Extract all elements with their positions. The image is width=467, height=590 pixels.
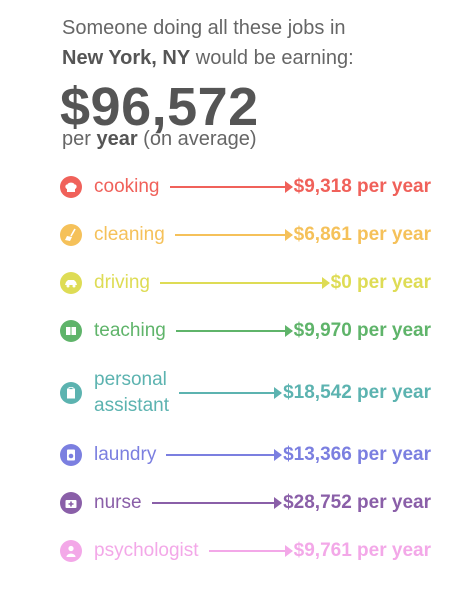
arrow (166, 449, 282, 461)
broom-icon (60, 224, 82, 246)
washing-machine-icon (60, 444, 82, 466)
job-label: cleaning (94, 224, 165, 245)
arrow (175, 325, 293, 337)
per-year-caption: per year (on average) (62, 128, 257, 151)
per-suffix: (on average) (137, 128, 257, 150)
job-value: $0 per year (330, 272, 431, 293)
job-row-driving: driving $0 per year (60, 270, 431, 296)
job-label-line-1: personal (94, 369, 167, 390)
job-row-laundry: laundry $13,366 per year (60, 442, 431, 468)
medical-kit-icon (60, 492, 82, 514)
per-prefix: per (62, 128, 97, 150)
arrow (174, 229, 293, 241)
job-label-line-2: assistant (94, 395, 169, 416)
job-value: $6,861 per year (293, 224, 431, 245)
intro-line-2: New York, NY would be earning: (62, 43, 354, 73)
job-label: teaching (94, 320, 166, 341)
car-icon (60, 272, 82, 294)
job-value: $9,318 per year (293, 176, 431, 197)
job-label: laundry (94, 444, 157, 465)
job-value: $9,970 per year (293, 320, 431, 341)
arrow (178, 387, 283, 399)
job-value: $28,752 per year (283, 492, 431, 513)
intro-line-1: Someone doing all these jobs in (62, 17, 346, 39)
job-row-cleaning: cleaning $6,861 per year (60, 222, 431, 248)
job-label: driving (94, 272, 150, 293)
city-name: New York, NY (62, 47, 191, 69)
arrow (159, 277, 330, 289)
job-value: $13,366 per year (283, 444, 431, 465)
job-row-cooking: cooking $9,318 per year (60, 174, 431, 200)
job-value: $9,761 per year (293, 540, 431, 561)
intro-line-2-rest: would be earning: (190, 47, 354, 69)
job-row-teaching: teaching $9,970 per year (60, 318, 431, 344)
job-value: $18,542 per year (283, 382, 431, 403)
job-label: cooking (94, 176, 160, 197)
per-year-bold: year (96, 128, 138, 150)
job-row-psychologist: psychologist $9,761 per year (60, 538, 431, 564)
total-earnings: $96,572 (60, 77, 259, 137)
person-icon (60, 540, 82, 562)
arrow (169, 181, 293, 193)
clipboard-icon (60, 382, 82, 404)
arrow (151, 497, 282, 509)
arrow (208, 545, 293, 557)
job-label: personal assistant (94, 367, 169, 419)
intro-text: Someone doing all these jobs in New York… (62, 13, 354, 73)
job-label: nurse (94, 492, 142, 513)
book-icon (60, 320, 82, 342)
job-label: psychologist (94, 540, 199, 561)
job-row-nurse: nurse $28,752 per year (60, 490, 431, 516)
job-row-personal-assistant: personal assistant $18,542 per year (60, 367, 431, 419)
chef-hat-icon (60, 176, 82, 198)
